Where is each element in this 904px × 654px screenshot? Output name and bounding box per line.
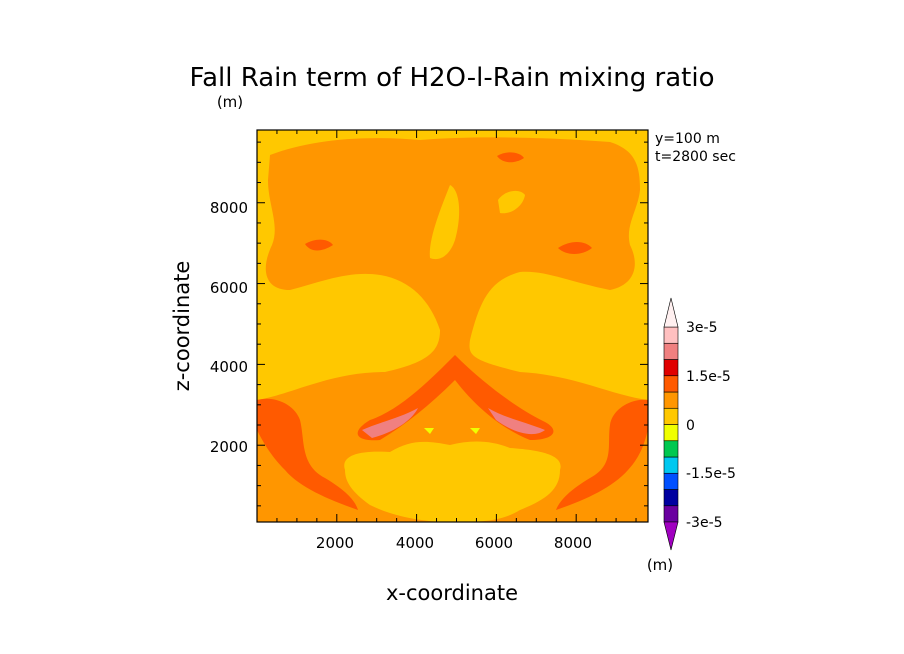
y-axis-label: z-coordinate [170,261,194,392]
contour-field [257,130,648,522]
right-peak-core [488,408,545,435]
y-tick-label: 4000 [210,358,248,376]
colorbar-top-arrow [663,297,679,328]
y-tick-label: 8000 [210,199,248,217]
y-tick-label: 2000 [210,438,248,456]
colorbar-tick-label: -1.5e-5 [686,466,736,482]
units-label: (m) [217,93,243,111]
colorbar-bin [663,342,679,360]
top-right-spot [497,152,524,163]
y-tick-label: 6000 [210,279,248,297]
colorbar-bin [663,391,679,409]
right-band [556,399,648,510]
colorbar-bin [663,440,679,458]
upper-right-spot [558,242,592,254]
colorbar-bin [663,407,679,425]
colorbar-bin [663,505,679,523]
lower-yellow-bowl [344,441,561,522]
left-peak-core [362,408,418,438]
x-tick-label: 2000 [316,534,354,552]
x-axis-label: x-coordinate [386,581,518,605]
left-low-pocket [424,428,434,434]
colorbar-bin [663,424,679,442]
axis-ticks [257,130,648,522]
colorbar-bin [663,472,679,490]
colorbar-bin [663,359,679,377]
upper-right-yellow-lobe [498,190,525,214]
colorbar-bin [663,326,679,344]
colorbar-tick-label: 0 [686,418,695,434]
left-band [257,398,358,510]
colorbar-bin [663,489,679,507]
right-low-pocket [470,428,480,434]
colorbar-tick-label: -3e-5 [686,515,723,531]
colorbar-tick-label: 1.5e-5 [686,369,731,385]
colorbar-bottom-arrow [663,521,679,551]
colorbar-units: (m) [647,556,673,574]
x-tick-label: 6000 [475,534,513,552]
colorbar-bin [663,375,679,393]
x-tick-label: 8000 [554,534,592,552]
central-yellow-column [429,185,460,260]
info-t: t=2800 sec [655,149,736,165]
colorbar [663,297,679,551]
colorbar-bin [663,456,679,474]
x-tick-label: 4000 [396,534,434,552]
info-y: y=100 m [655,131,720,147]
plot-frame [256,129,649,523]
chart-title: Fall Rain term of H2O-l-Rain mixing rati… [190,63,715,93]
upper-left-spot [305,239,333,251]
colorbar-tick-label: 3e-5 [686,320,717,336]
